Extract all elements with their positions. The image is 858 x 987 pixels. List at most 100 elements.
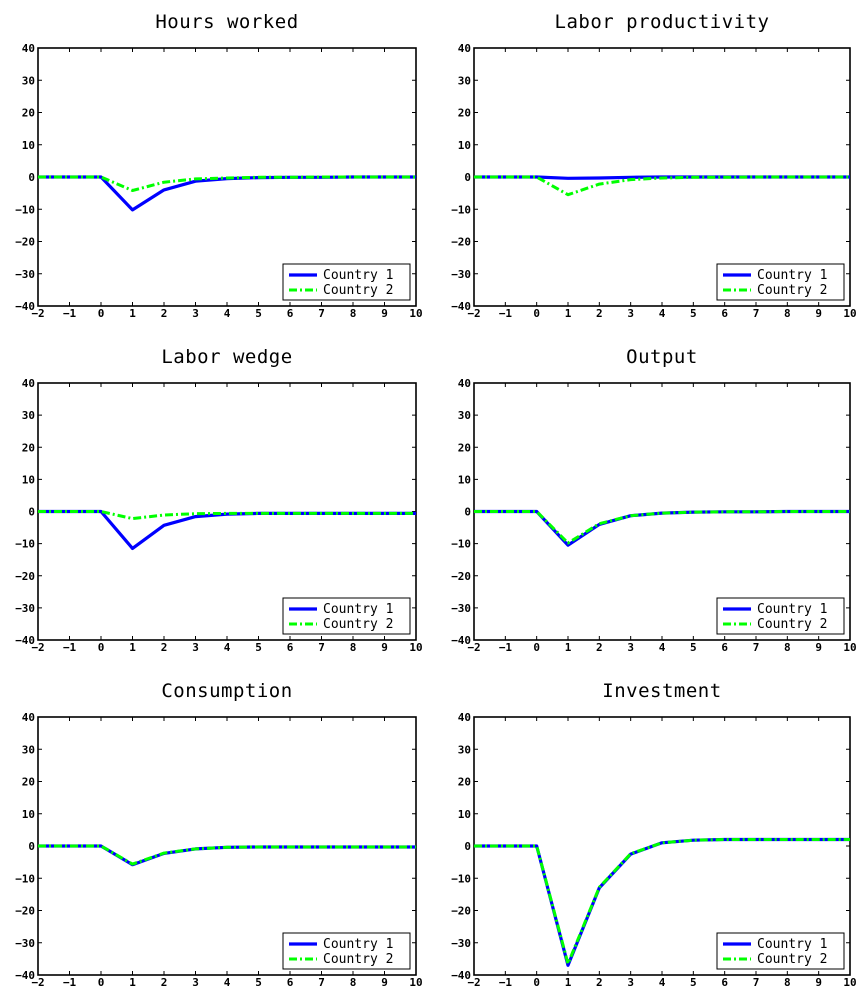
x-tick-label: 10 xyxy=(409,641,422,654)
x-tick-label: 7 xyxy=(753,641,760,654)
y-tick-label: 20 xyxy=(22,776,35,789)
x-tick-label: 2 xyxy=(161,307,168,320)
x-tick-label: 3 xyxy=(627,307,634,320)
x-tick-label: 2 xyxy=(161,976,168,987)
y-tick-label: −10 xyxy=(15,203,35,216)
y-tick-label: −10 xyxy=(15,872,35,885)
series-line-country-1 xyxy=(38,175,416,212)
x-tick-label: 0 xyxy=(98,307,105,320)
y-tick-label: −30 xyxy=(15,268,35,281)
legend-label: Country 1 xyxy=(757,602,827,617)
x-tick-label: −1 xyxy=(499,307,513,320)
legend-label: Country 2 xyxy=(757,617,827,632)
y-tick-label: −10 xyxy=(451,203,471,216)
panel-title: Output xyxy=(626,346,698,368)
x-tick-label: 9 xyxy=(381,641,388,654)
y-tick-label: −20 xyxy=(451,570,471,583)
x-tick-label: 8 xyxy=(350,307,357,320)
panel-title: Labor wedge xyxy=(161,346,292,368)
x-tick-label: 4 xyxy=(224,976,231,987)
x-tick-label: 7 xyxy=(318,307,325,320)
y-tick-label: 40 xyxy=(458,377,471,390)
legend-label: Country 2 xyxy=(757,952,827,967)
x-tick-label: 1 xyxy=(129,641,136,654)
x-tick-label: 2 xyxy=(161,641,168,654)
y-tick-label: −20 xyxy=(451,905,471,918)
x-tick-label: −2 xyxy=(467,976,480,987)
x-tick-label: 0 xyxy=(98,976,105,987)
y-tick-label: 10 xyxy=(22,139,35,152)
legend-label: Country 1 xyxy=(323,937,393,952)
legend-label: Country 1 xyxy=(757,268,827,283)
legend-box xyxy=(282,932,411,970)
x-tick-label: 10 xyxy=(409,976,422,987)
y-tick-label: 0 xyxy=(464,171,471,184)
y-tick-label: 40 xyxy=(458,42,471,55)
x-tick-label: 7 xyxy=(753,307,760,320)
y-tick-label: 30 xyxy=(458,409,471,422)
y-tick-label: −30 xyxy=(451,268,471,281)
x-tick-label: −2 xyxy=(31,976,44,987)
y-tick-label: 20 xyxy=(22,107,35,120)
legend-label: Country 1 xyxy=(757,937,827,952)
y-tick-label: −30 xyxy=(451,937,471,950)
x-tick-label: 10 xyxy=(843,641,856,654)
series-line-country-2 xyxy=(474,175,850,197)
series-line-country-1 xyxy=(38,844,416,867)
panel-title: Investment xyxy=(602,680,721,702)
x-tick-label: 9 xyxy=(815,307,822,320)
y-tick-label: −20 xyxy=(15,570,35,583)
x-tick-label: 5 xyxy=(255,307,262,320)
x-tick-label: 0 xyxy=(533,641,540,654)
series-line-country-2 xyxy=(474,510,850,545)
x-tick-label: 5 xyxy=(255,976,262,987)
x-tick-label: 1 xyxy=(565,307,572,320)
x-tick-label: 9 xyxy=(381,976,388,987)
x-tick-label: −1 xyxy=(499,976,513,987)
x-tick-label: −1 xyxy=(63,976,77,987)
panel-title: Consumption xyxy=(161,680,292,702)
y-tick-label: 30 xyxy=(458,74,471,87)
y-tick-label: −20 xyxy=(15,236,35,249)
series-line-country-2 xyxy=(474,838,850,966)
y-tick-label: 40 xyxy=(22,711,35,724)
x-tick-label: −1 xyxy=(63,307,77,320)
y-tick-label: 30 xyxy=(22,743,35,756)
series-line-country-2 xyxy=(38,510,416,521)
y-tick-label: −40 xyxy=(451,300,471,313)
y-tick-label: 0 xyxy=(28,840,35,853)
x-tick-label: 1 xyxy=(565,641,572,654)
y-tick-label: 20 xyxy=(22,441,35,454)
x-tick-label: 10 xyxy=(409,307,422,320)
y-tick-label: 40 xyxy=(22,42,35,55)
x-tick-label: 3 xyxy=(192,641,199,654)
x-tick-label: 10 xyxy=(843,976,856,987)
y-tick-label: 20 xyxy=(458,107,471,120)
x-tick-label: 9 xyxy=(815,976,822,987)
y-tick-label: 0 xyxy=(464,840,471,853)
y-tick-label: 10 xyxy=(22,473,35,486)
legend-label: Country 2 xyxy=(323,617,393,632)
legend-label: Country 1 xyxy=(323,268,393,283)
y-tick-label: −40 xyxy=(451,634,471,647)
y-tick-label: 0 xyxy=(464,506,471,519)
y-tick-label: −10 xyxy=(451,872,471,885)
legend-label: Country 2 xyxy=(323,952,393,967)
x-tick-label: 3 xyxy=(192,976,199,987)
x-tick-label: 0 xyxy=(98,641,105,654)
x-tick-label: −2 xyxy=(31,641,44,654)
x-tick-label: 0 xyxy=(533,976,540,987)
x-tick-label: 3 xyxy=(627,976,634,987)
y-tick-label: 30 xyxy=(22,409,35,422)
y-tick-label: −30 xyxy=(15,937,35,950)
x-tick-label: 4 xyxy=(659,976,666,987)
x-tick-label: 3 xyxy=(192,307,199,320)
panel-title: Hours worked xyxy=(155,11,298,33)
y-tick-label: 20 xyxy=(458,776,471,789)
